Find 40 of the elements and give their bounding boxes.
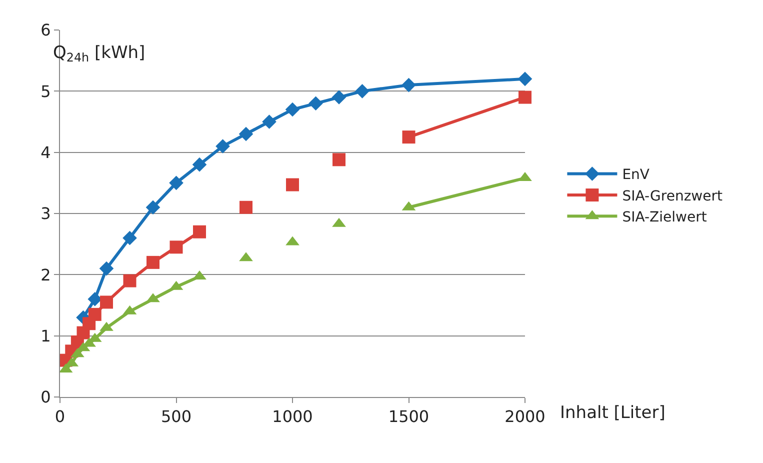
x-tick-label: 2000 [504, 407, 546, 426]
x-tick-label: 0 [54, 407, 66, 426]
point [100, 296, 113, 309]
point [332, 90, 346, 104]
point [355, 84, 370, 98]
x-tick-label: 1500 [388, 407, 430, 426]
point [238, 126, 254, 142]
y-tick-label: 4 [40, 142, 51, 162]
point [518, 72, 532, 86]
point [402, 78, 416, 92]
point [285, 102, 300, 117]
point [240, 200, 252, 214]
point [193, 225, 206, 238]
point [216, 139, 230, 154]
y-tick-label: 5 [40, 82, 51, 101]
point [192, 157, 207, 172]
y-tick-label: 2 [40, 265, 51, 284]
y-tick-label: 0 [40, 388, 51, 407]
point [308, 96, 323, 111]
legend-label: EnV [622, 167, 650, 184]
point [170, 240, 183, 254]
point [332, 153, 346, 166]
point [169, 176, 184, 190]
point [123, 274, 136, 288]
point [286, 178, 299, 192]
y-tick-label: 6 [40, 20, 51, 40]
point [88, 308, 102, 321]
x-tick-label: 1000 [272, 407, 313, 426]
point [99, 261, 114, 276]
x-axis-title: Inhalt [Liter] [560, 403, 666, 423]
point [262, 114, 276, 129]
y-axis-title: Q$_{24h}$ [kWh] [53, 43, 146, 65]
point [146, 200, 160, 215]
point [146, 256, 160, 269]
legend-label: SIA-Grenzwert [622, 188, 723, 204]
legend-label: SIA-Zielwert [622, 210, 708, 226]
x-tick-label: 500 [160, 407, 192, 426]
y-tick-label: 1 [40, 326, 51, 346]
point [122, 230, 137, 246]
y-tick-label: 3 [40, 204, 51, 224]
